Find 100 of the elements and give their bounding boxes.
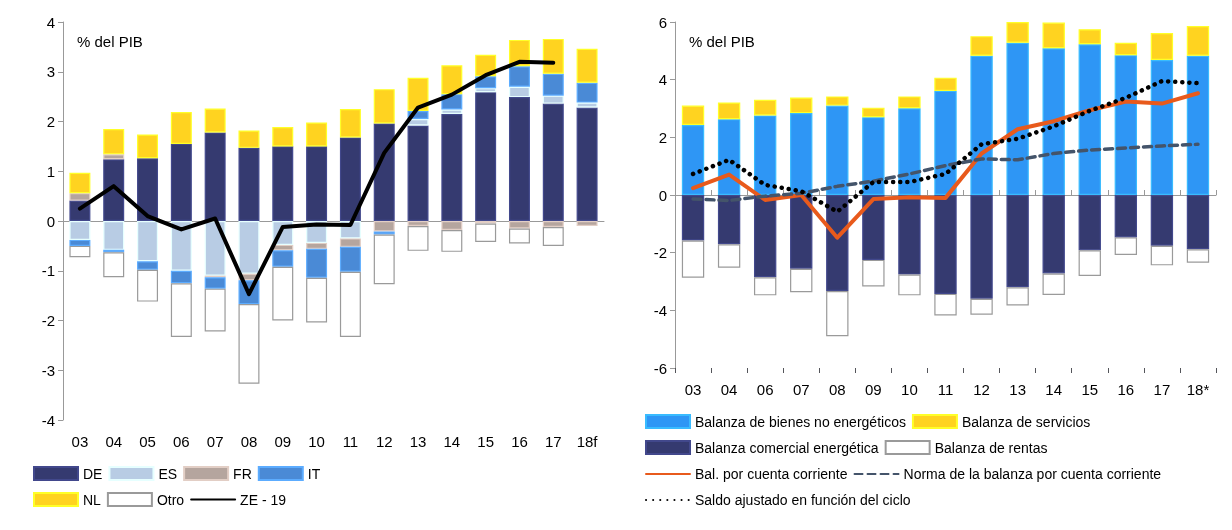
bar	[441, 114, 463, 221]
bar	[790, 268, 813, 293]
bar	[103, 154, 125, 160]
legend-label: Balanza de bienes no energéticos	[695, 413, 906, 430]
x-tick-label: 17	[1153, 381, 1171, 398]
bar	[970, 55, 993, 195]
bar	[103, 252, 125, 278]
bar	[542, 226, 564, 246]
y-axis-title: % del PIB	[77, 33, 143, 50]
bar	[204, 288, 226, 332]
bar	[1078, 44, 1101, 195]
bar	[1078, 250, 1101, 277]
bar	[826, 96, 849, 106]
bar	[542, 95, 564, 104]
bar	[862, 107, 885, 118]
bar	[862, 195, 885, 260]
x-tick-label: 06	[756, 381, 774, 398]
bar	[272, 250, 294, 267]
x-tick-label: 13	[409, 433, 427, 450]
bar	[306, 146, 328, 221]
bar	[1186, 249, 1210, 263]
bar	[103, 128, 125, 155]
bar	[306, 242, 328, 249]
bar	[69, 239, 91, 246]
y-tick-label: 0	[658, 186, 667, 204]
x-tick-label: 07	[792, 381, 810, 398]
bar	[542, 38, 564, 74]
bar	[508, 66, 530, 87]
y-tick-label: -4	[41, 411, 55, 429]
bar	[1042, 48, 1065, 195]
x-tick-label: 18*	[1186, 381, 1210, 398]
bar	[717, 244, 741, 268]
line-series	[690, 78, 1201, 214]
bar	[717, 195, 741, 245]
bar	[407, 225, 429, 251]
bar	[898, 96, 921, 109]
bar	[441, 65, 463, 95]
bar	[103, 221, 125, 250]
bar	[576, 48, 598, 83]
legend-label: ES	[158, 465, 178, 482]
y-tick-label: 0	[46, 212, 55, 230]
line-series	[77, 59, 556, 297]
bar	[373, 123, 395, 221]
bar	[339, 238, 361, 247]
bar	[407, 119, 429, 126]
bar	[103, 159, 125, 221]
bar	[306, 248, 328, 278]
y-tick-label: -4	[653, 301, 667, 319]
bar	[407, 125, 429, 221]
bar	[1114, 237, 1138, 255]
bar	[1006, 42, 1029, 195]
bar	[576, 221, 598, 226]
bar	[69, 245, 91, 258]
bar	[204, 132, 226, 221]
bar	[790, 195, 813, 269]
y-tick-label: 3	[46, 63, 55, 81]
bar	[826, 195, 849, 292]
x-tick-label: 13	[1009, 381, 1026, 398]
x-tick-label: 10	[901, 381, 918, 398]
bar	[576, 102, 598, 108]
x-tick-label: 09	[865, 381, 882, 398]
bar	[1150, 32, 1174, 61]
bar	[753, 115, 777, 195]
bar	[1114, 55, 1138, 195]
bar	[576, 82, 598, 103]
bar	[170, 283, 192, 337]
bar	[753, 195, 777, 278]
line-series	[691, 91, 1200, 240]
bar	[970, 298, 993, 315]
bar	[339, 137, 361, 221]
y-tick-label: 2	[658, 128, 667, 146]
bar	[69, 172, 91, 194]
bar	[441, 221, 463, 230]
bar	[339, 246, 361, 272]
bar	[170, 221, 192, 271]
bar	[1042, 273, 1065, 296]
bar	[238, 147, 260, 221]
bar	[862, 259, 885, 287]
bar	[475, 88, 497, 93]
legend-label: Balanza de servicios	[961, 413, 1091, 430]
bar	[1114, 42, 1138, 56]
bar	[339, 109, 361, 138]
x-tick-label: 06	[173, 433, 190, 450]
bar	[1042, 195, 1065, 274]
bar	[1042, 22, 1065, 49]
x-tick-label: 11	[342, 433, 359, 450]
bar	[1078, 195, 1101, 251]
bar	[204, 277, 226, 289]
bar	[681, 105, 705, 125]
bar	[1186, 195, 1210, 250]
y-tick-label: 4	[46, 13, 55, 31]
legend-label: Balanza comercial energética	[695, 439, 879, 456]
x-tick-label: 14	[443, 433, 461, 450]
legend-label: FR	[233, 465, 252, 482]
x-tick-label: 08	[240, 433, 258, 450]
legend-label: Otro	[156, 491, 185, 508]
bar	[69, 193, 91, 201]
bar	[137, 269, 159, 302]
x-tick-label: 12	[973, 381, 990, 398]
bar	[753, 99, 777, 116]
